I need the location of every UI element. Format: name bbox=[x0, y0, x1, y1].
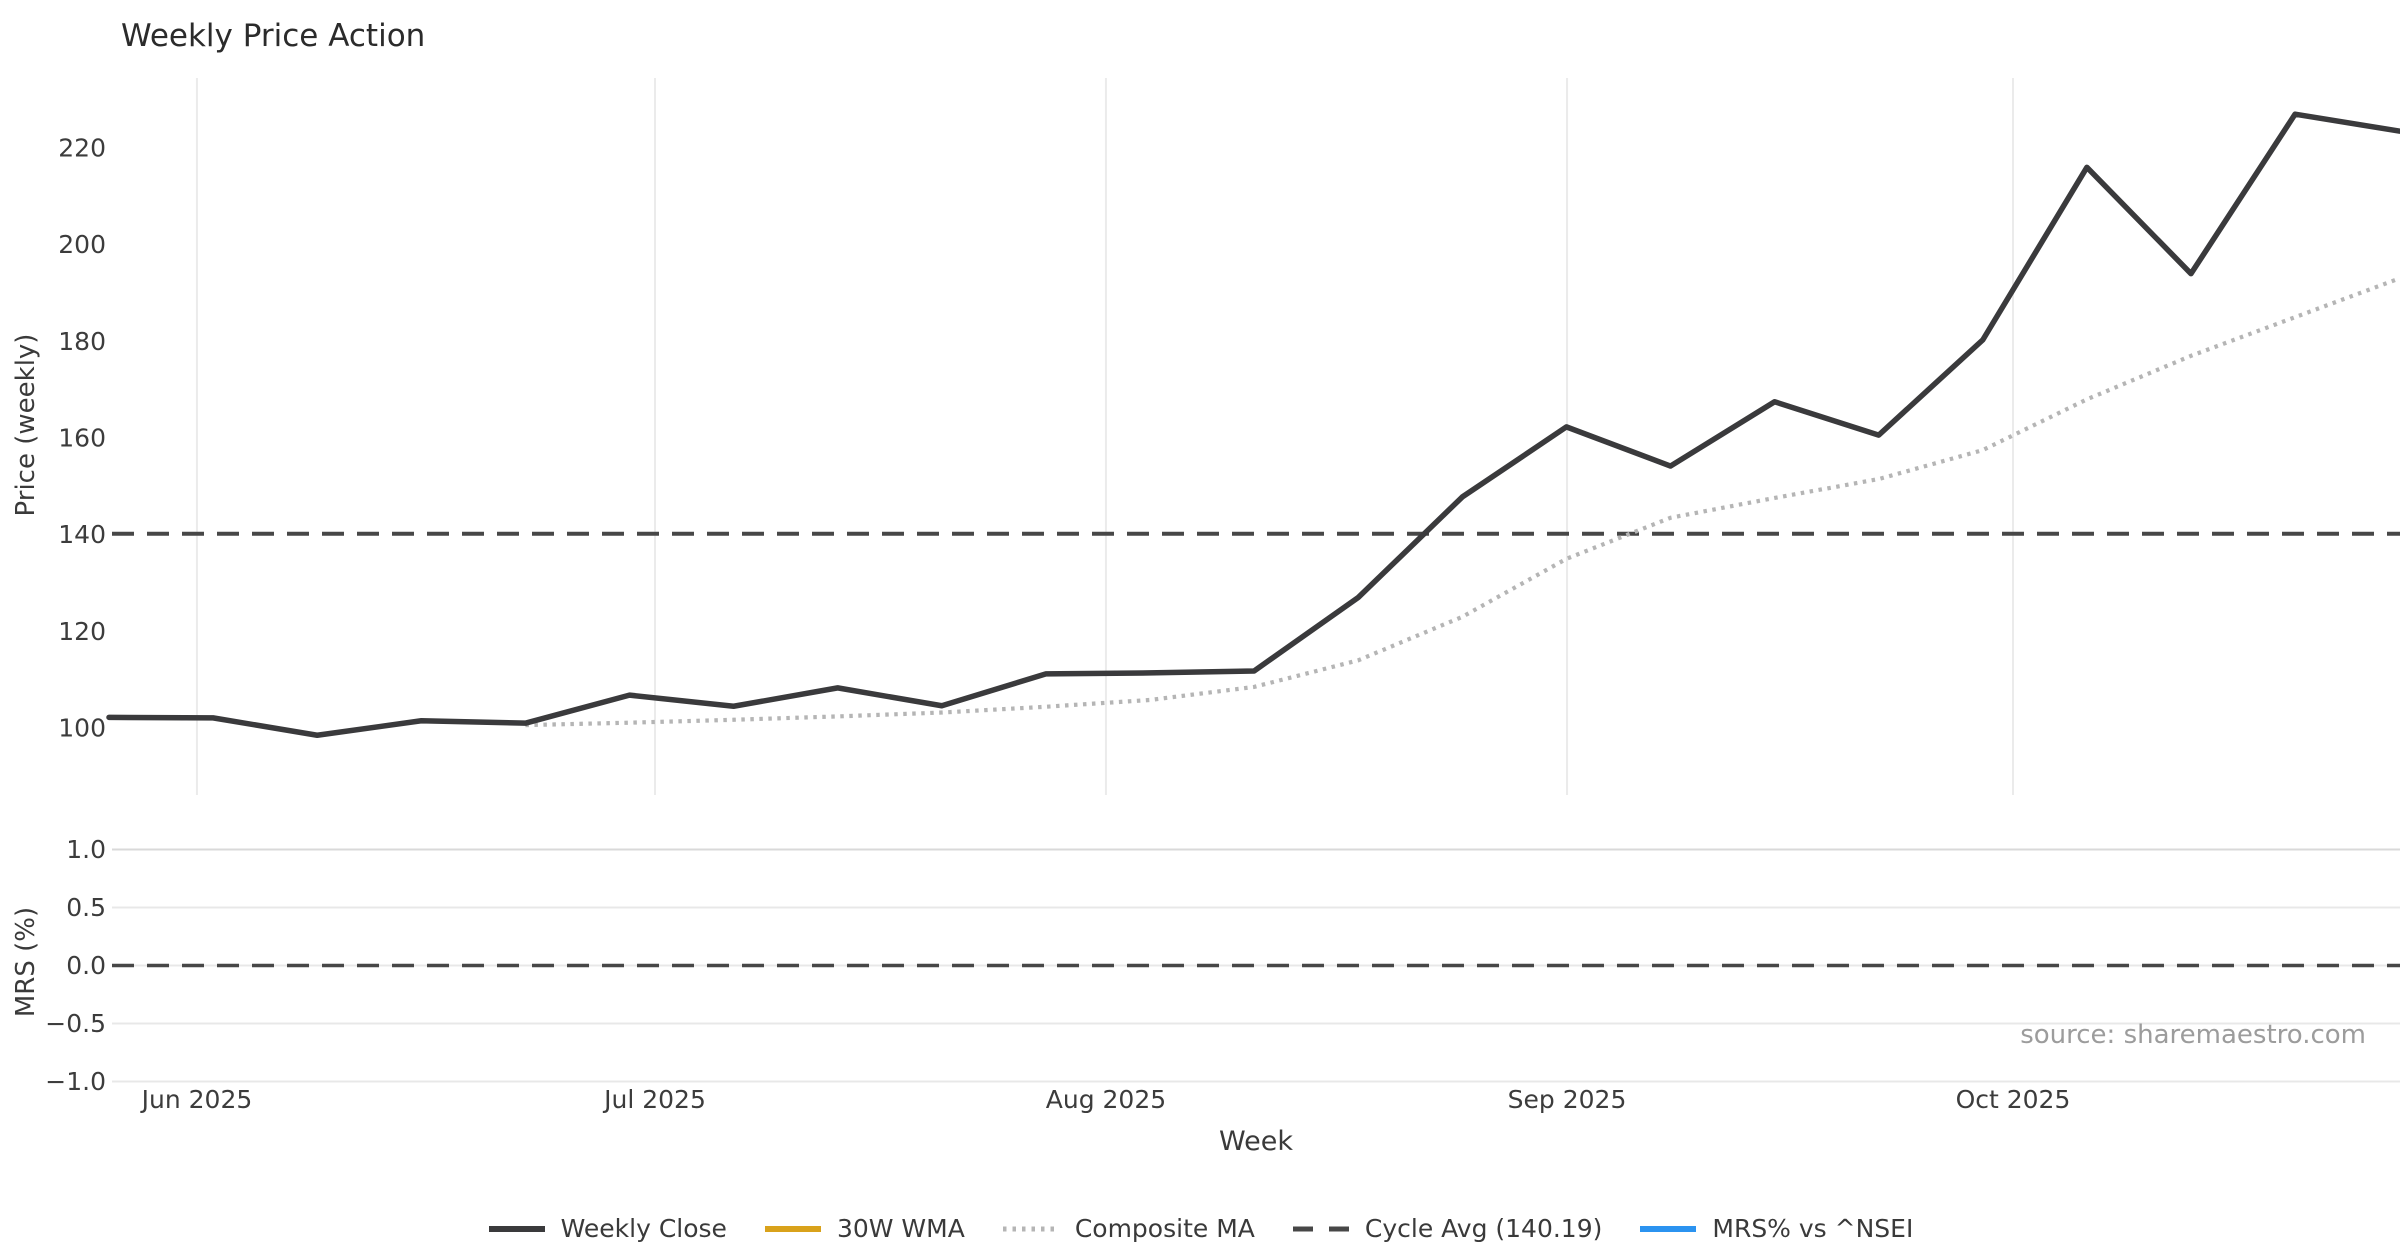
month-tick-label: Jul 2025 bbox=[602, 1085, 706, 1114]
mrs-ytick-label: 0.5 bbox=[66, 893, 106, 922]
legend-label: Composite MA bbox=[1074, 1214, 1255, 1243]
mrs-ytick-label: 0.0 bbox=[66, 951, 106, 980]
legend-item: MRS% vs ^NSEI bbox=[1638, 1214, 1913, 1243]
legend-label: Weekly Close bbox=[560, 1214, 727, 1243]
legend-item: Weekly Close bbox=[487, 1214, 727, 1243]
price-ytick-label: 100 bbox=[58, 714, 106, 743]
legend-swatch-solid bbox=[764, 1225, 821, 1232]
source-credit: source: sharemaestro.com bbox=[2020, 1020, 2366, 1050]
legend-swatch-dashed bbox=[1292, 1226, 1349, 1231]
legend-label: 30W WMA bbox=[836, 1214, 965, 1243]
month-tick-label: Oct 2025 bbox=[1956, 1085, 2071, 1114]
price-ytick-label: 200 bbox=[58, 230, 106, 259]
legend-item: Cycle Avg (140.19) bbox=[1291, 1214, 1603, 1243]
legend-item: 30W WMA bbox=[763, 1214, 965, 1243]
month-tick-label: Aug 2025 bbox=[1046, 1085, 1166, 1114]
weekly-close-line bbox=[106, 111, 2400, 738]
chart-title: Weekly Price Action bbox=[121, 18, 426, 54]
price-ytick-label: 140 bbox=[58, 520, 106, 549]
legend-item: Composite MA bbox=[1001, 1214, 1255, 1243]
legend-swatch-solid bbox=[1640, 1225, 1697, 1232]
price-ytick-label: 180 bbox=[58, 327, 106, 356]
legend-swatch-solid bbox=[488, 1225, 545, 1232]
price-ytick-label: 160 bbox=[58, 424, 106, 453]
price-y-axis-label: Price (weekly) bbox=[11, 333, 41, 517]
legend-swatch-dotted bbox=[1002, 1226, 1059, 1231]
legend-label: MRS% vs ^NSEI bbox=[1712, 1214, 1914, 1243]
mrs-ytick-label: 1.0 bbox=[66, 835, 106, 864]
mrs-ytick-label: −0.5 bbox=[45, 1009, 106, 1038]
price-ytick-label: 120 bbox=[58, 617, 106, 646]
chart-legend: Weekly Close 30W WMA Composite MA Cycle Avg… bbox=[0, 1214, 2400, 1243]
composite-ma-line bbox=[525, 276, 2400, 728]
month-tick-label: Jun 2025 bbox=[140, 1085, 253, 1114]
x-axis-label: Week bbox=[1219, 1126, 1293, 1157]
month-tick-label: Sep 2025 bbox=[1508, 1085, 1627, 1114]
mrs-ytick-label: −1.0 bbox=[45, 1067, 106, 1096]
mrs-y-axis-label: MRS (%) bbox=[11, 906, 41, 1018]
legend-label: Cycle Avg (140.19) bbox=[1364, 1214, 1603, 1243]
price-ytick-label: 220 bbox=[58, 134, 106, 163]
